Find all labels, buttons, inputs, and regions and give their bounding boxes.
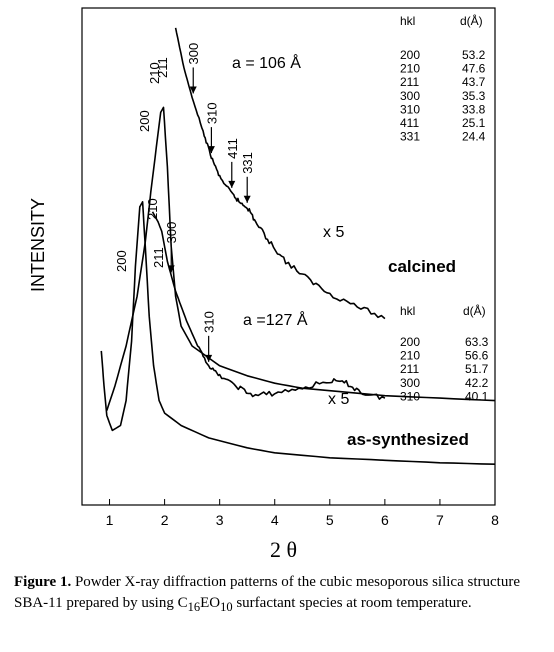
arrow-label: 310 — [204, 102, 219, 124]
x-axis-label: 2 θ — [270, 537, 297, 560]
table-header-d: d(Å) — [460, 13, 483, 28]
arrow-head — [207, 146, 215, 154]
table-header-hkl: hkl — [400, 14, 415, 28]
table-cell-hkl: 211 — [400, 75, 419, 89]
label-as-synthesized: as-synthesized — [347, 430, 469, 449]
table-cell-d: 56.6 — [465, 349, 489, 363]
series-line — [174, 27, 386, 320]
series-line — [106, 106, 496, 411]
table-cell-d: 33.8 — [462, 102, 486, 116]
table-cell-hkl: 200 — [400, 335, 420, 349]
table-as-synthesized: hkl d(Å) 200 63.3 210 56.6 211 51.7 300 42.2 310… — [400, 303, 489, 403]
table-cell-hkl: 310 — [400, 389, 420, 403]
caption-text: Powder X-ray diffraction patterns of the… — [14, 574, 520, 611]
table-cell-d: 40.1 — [465, 389, 489, 403]
table-cell-d: 51.7 — [465, 362, 489, 376]
arrow-head — [228, 180, 236, 188]
table-cell-d: 47.6 — [462, 62, 486, 76]
arrow-label: 300 — [186, 43, 201, 65]
peak-label: 200 — [137, 110, 152, 132]
plot-frame — [81, 7, 496, 506]
arrow-head — [205, 354, 213, 362]
caption-sub-1: 16 — [187, 600, 201, 614]
table-cell-hkl: 211 — [400, 362, 419, 376]
table-cell-hkl: 300 — [400, 376, 420, 390]
arrow-head — [243, 195, 251, 203]
table-cell-d: 35.3 — [462, 89, 486, 103]
arrow-label: 331 — [240, 152, 255, 174]
table-cell-hkl: 411 — [400, 116, 419, 130]
x-tick-label: 2 — [161, 512, 169, 528]
table-calcined: hkl d(Å) 200 53.2 210 47.6 211 43.7 300 35.3 310… — [400, 13, 486, 144]
arrow-label: 310 — [202, 311, 217, 333]
figure-caption: Figure 1. Powder X-ray diffraction patte… — [14, 572, 544, 618]
table-header-hkl: hkl — [400, 304, 415, 318]
caption-label: Figure 1. — [14, 574, 72, 590]
x-tick-label: 6 — [381, 512, 389, 528]
table-cell-hkl: 331 — [400, 130, 420, 144]
lattice-as-synthesized: a =127 Å — [243, 310, 308, 329]
arrow-head — [189, 86, 197, 94]
caption-sub-2: 10 — [220, 600, 233, 614]
scale-calcined: x 5 — [323, 224, 344, 241]
table-cell-d: 24.4 — [462, 130, 486, 144]
y-axis-label: INTENSITY — [28, 198, 48, 292]
x-tick-label: 3 — [216, 512, 224, 528]
arrow-label: 411 — [225, 138, 240, 159]
x-tick-label: 1 — [106, 512, 114, 528]
caption-mid: EO — [200, 595, 221, 611]
x-tick-label: 8 — [491, 512, 499, 528]
x-tick-label: 4 — [271, 512, 279, 528]
table-cell-d: 63.3 — [465, 335, 489, 349]
caption-tail: surfactant species at room temperature. — [232, 595, 472, 611]
arrow-head — [167, 265, 175, 273]
table-header-d: d(Å) — [463, 303, 486, 318]
x-tick-label: 5 — [326, 512, 334, 528]
series-line — [151, 211, 386, 400]
table-cell-hkl: 210 — [400, 62, 420, 76]
x-tick-label: 7 — [436, 512, 444, 528]
lattice-calcined: a = 106 Å — [232, 53, 301, 72]
table-cell-hkl: 300 — [400, 89, 420, 103]
peak-label: 210 — [147, 62, 162, 84]
peak-label: 200 — [114, 250, 129, 272]
curves — [100, 27, 496, 465]
x-axis-ticks: 1 2 3 4 5 6 7 8 — [106, 499, 499, 528]
table-cell-hkl: 310 — [400, 102, 420, 116]
scale-as-synthesized: x 5 — [328, 391, 349, 408]
series-line — [100, 201, 496, 465]
label-calcined: calcined — [388, 257, 456, 276]
arrow-label: 300 — [164, 222, 179, 244]
peak-label: 211 — [151, 247, 166, 268]
peak-label: 211 — [155, 57, 170, 78]
table-cell-hkl: 200 — [400, 48, 420, 62]
table-cell-hkl: 210 — [400, 349, 420, 363]
table-cell-d: 42.2 — [465, 376, 489, 390]
table-cell-d: 43.7 — [462, 75, 486, 89]
table-cell-d: 53.2 — [462, 48, 486, 62]
table-cell-d: 25.1 — [462, 116, 486, 130]
peak-label: 210 — [145, 198, 160, 220]
